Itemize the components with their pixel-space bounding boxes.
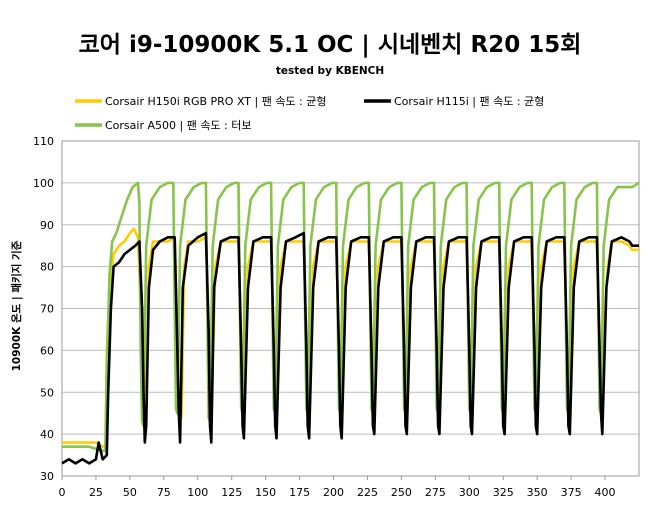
chart-subtitle: tested by KBENCH bbox=[276, 65, 384, 77]
x-tick-label: 100 bbox=[187, 486, 208, 499]
y-tick-label: 80 bbox=[40, 261, 54, 274]
x-tick-label: 400 bbox=[595, 486, 616, 499]
x-tick-label: 200 bbox=[323, 486, 344, 499]
x-tick-label: 150 bbox=[255, 486, 276, 499]
x-tick-label: 300 bbox=[459, 486, 480, 499]
y-axis: 30 40 50 60 70 80 90 100 110 bbox=[33, 135, 54, 483]
x-tick-label: 0 bbox=[59, 486, 66, 499]
x-tick-label: 250 bbox=[391, 486, 412, 499]
x-tick-label: 125 bbox=[221, 486, 242, 499]
x-tick-label: 375 bbox=[561, 486, 582, 499]
y-tick-label: 90 bbox=[40, 219, 54, 232]
x-tick-label: 25 bbox=[89, 486, 103, 499]
series-layer bbox=[61, 181, 640, 465]
y-tick-label: 50 bbox=[40, 386, 54, 399]
y-axis-label: 10900K 온도 | 패키지 기준 bbox=[10, 240, 23, 371]
chart-title: 코어 i9-10900K 5.1 OC | 시네벤치 R20 15회 bbox=[79, 32, 582, 58]
legend-label-2: Corsair A500 | 팬 속도 : 터보 bbox=[105, 119, 252, 132]
y-tick-label: 40 bbox=[40, 428, 54, 441]
y-tick-label: 100 bbox=[33, 177, 54, 190]
x-tick-label: 175 bbox=[289, 486, 310, 499]
y-tick-label: 30 bbox=[40, 470, 54, 483]
x-tick-label: 225 bbox=[357, 486, 378, 499]
x-tick-label: 50 bbox=[123, 486, 137, 499]
x-axis: 0 25 50 75 100 125 150 175 200 225 250 275 300 325 350… bbox=[59, 476, 616, 499]
x-tick-label: 325 bbox=[493, 486, 514, 499]
y-tick-label: 70 bbox=[40, 303, 54, 316]
legend: Corsair H150i RGB PRO XT | 팬 속도 : 균형 Cor… bbox=[75, 95, 544, 132]
y-tick-label: 60 bbox=[40, 344, 54, 357]
legend-label-1: Corsair H115i | 팬 속도 : 균형 bbox=[394, 95, 544, 108]
x-tick-label: 275 bbox=[425, 486, 446, 499]
plot-area bbox=[61, 140, 640, 477]
x-tick-label: 75 bbox=[157, 486, 171, 499]
legend-label-0: Corsair H150i RGB PRO XT | 팬 속도 : 균형 bbox=[105, 95, 327, 108]
y-tick-label: 110 bbox=[33, 135, 54, 148]
series-line-1 bbox=[61, 231, 639, 465]
x-tick-label: 350 bbox=[527, 486, 548, 499]
